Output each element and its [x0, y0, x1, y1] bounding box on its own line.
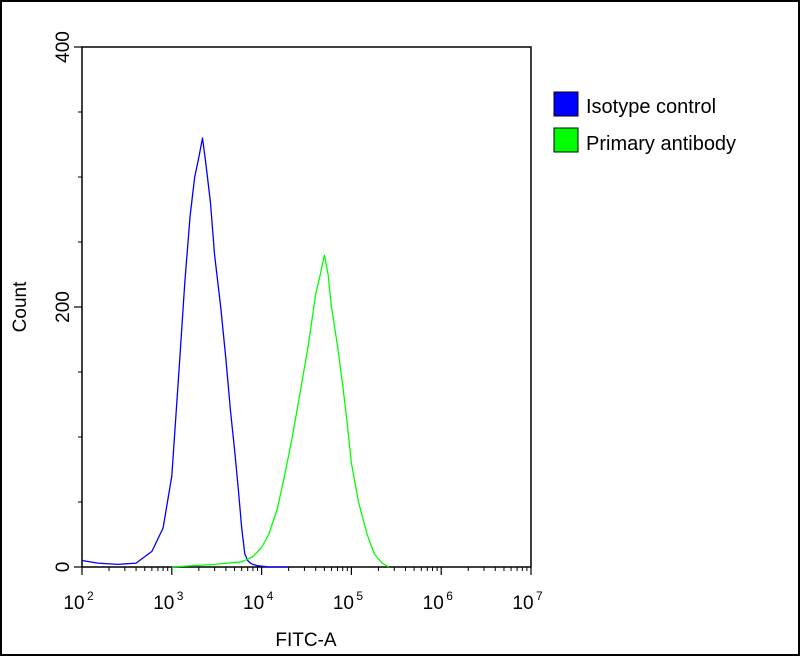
series-line-primary-antibody — [171, 254, 390, 568]
x-tick-exponent-2: 4 — [267, 589, 274, 603]
x-tick-label-3: 10 — [333, 593, 354, 614]
legend-swatch-isotype-control — [553, 91, 579, 117]
x-axis-title: FITC-A — [275, 630, 337, 651]
legend: Isotype control Primary antibody — [553, 91, 736, 155]
legend-label-primary-antibody: Primary antibody — [586, 133, 736, 155]
x-tick-exponent-0: 2 — [87, 589, 94, 603]
x-tick-label-4: 10 — [423, 593, 444, 614]
x-tick-label-2: 10 — [243, 593, 264, 614]
y-tick-label-0: 0 — [53, 562, 74, 573]
series-line-isotype-control — [81, 137, 289, 568]
legend-swatch-primary-antibody — [553, 127, 579, 153]
x-tick-exponent-4: 6 — [446, 589, 453, 603]
x-tick-exponent-5: 7 — [536, 589, 543, 603]
y-tick-label-2: 400 — [53, 31, 74, 63]
plot-area — [81, 46, 532, 568]
legend-label-isotype-control: Isotype control — [586, 96, 716, 118]
y-axis-title: Count — [10, 281, 31, 332]
y-tick-label-1: 200 — [53, 291, 74, 323]
x-tick-label-0: 10 — [63, 593, 84, 614]
x-tick-label-1: 10 — [153, 593, 174, 614]
x-tick-exponent-3: 5 — [356, 589, 363, 603]
x-tick-label-5: 10 — [512, 593, 533, 614]
x-tick-exponent-1: 3 — [177, 589, 184, 603]
